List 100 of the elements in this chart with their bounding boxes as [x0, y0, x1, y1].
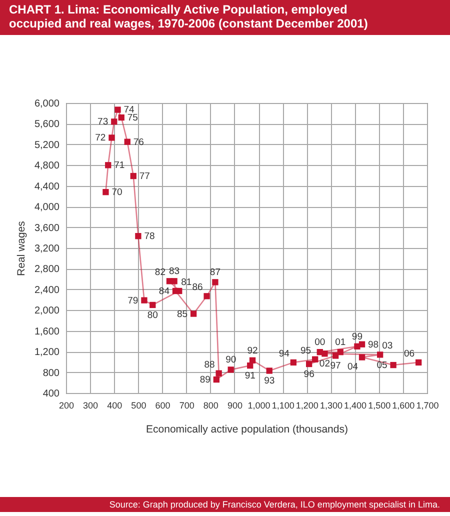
- y-tick-label: 2,000: [34, 306, 60, 317]
- x-tick-label: 1,100: [272, 400, 294, 410]
- y-tick-label: 4,000: [34, 202, 60, 214]
- point: [390, 362, 396, 368]
- point: [124, 138, 130, 145]
- y-tick-label: 2,400: [34, 284, 60, 296]
- point: [105, 162, 112, 168]
- annotation: 72: [95, 132, 106, 144]
- point: [415, 359, 422, 366]
- x-tick-label: 1,400: [344, 400, 367, 410]
- y-tick-label: 4,800: [34, 160, 60, 172]
- source-note: Source: Graph produced by Francisco Verdera, ILO employment specialist in Lima.: [109, 500, 440, 510]
- point: [118, 114, 124, 121]
- point: [337, 349, 344, 356]
- annotation: 93: [264, 376, 275, 387]
- y-tick-label: 4,400: [34, 181, 60, 192]
- point: [228, 366, 234, 373]
- annotation: 79: [128, 295, 138, 306]
- point: [249, 357, 256, 364]
- x-tick-label: 700: [179, 400, 194, 410]
- annotation: 01: [335, 337, 346, 348]
- annotation: 89: [200, 374, 210, 386]
- point: [111, 118, 118, 125]
- annotation: 98: [368, 339, 379, 350]
- y-tick-label: 3,600: [34, 222, 60, 234]
- point: [130, 172, 136, 180]
- point: [141, 297, 148, 304]
- point: [306, 360, 312, 368]
- annotation: 03: [382, 340, 393, 352]
- x-tick-label: 300: [83, 400, 98, 410]
- point: [150, 302, 156, 308]
- point: [332, 352, 339, 359]
- annotation: 87: [210, 267, 220, 278]
- annotation: 70: [112, 187, 122, 198]
- annotation: 99: [352, 331, 362, 342]
- x-tick-label: 1,500: [368, 400, 391, 410]
- point: [172, 288, 179, 294]
- annotation: 94: [278, 348, 290, 360]
- x-tick-label: 400: [107, 400, 122, 410]
- x-tick-label: 900: [227, 400, 242, 410]
- x-tick-label: 1,300: [320, 400, 342, 410]
- annotation: 85: [176, 308, 188, 320]
- point: [108, 134, 115, 141]
- x-axis-title: Economically active population (thousands): [146, 424, 348, 436]
- x-tick-label: 600: [155, 400, 170, 410]
- point: [114, 106, 121, 113]
- y-tick-label: 1,200: [34, 347, 60, 358]
- y-tick-label: 400: [42, 388, 60, 400]
- point: [290, 359, 297, 366]
- annotation: 73: [98, 116, 108, 128]
- y-tick-label: 3,200: [34, 244, 60, 254]
- point: [204, 293, 210, 300]
- x-tick-label: 500: [131, 400, 146, 410]
- x-tick-label: 1,600: [392, 400, 415, 410]
- annotation: 02: [319, 358, 330, 370]
- point: [266, 368, 272, 374]
- annotation: 80: [147, 310, 158, 321]
- point: [376, 352, 384, 358]
- point: [102, 188, 109, 196]
- point: [312, 356, 318, 362]
- point: [190, 310, 197, 317]
- x-tick-label: 1,200: [296, 400, 318, 410]
- annotation: 77: [139, 171, 150, 182]
- annotation: 05: [376, 360, 388, 372]
- annotation: 97: [330, 360, 341, 372]
- annotation: 81: [181, 276, 192, 288]
- y-tick-label: 1,600: [34, 326, 60, 338]
- annotation: 84: [158, 286, 170, 297]
- y-tick-label: 5,600: [34, 119, 60, 130]
- y-tick-label: 6,000: [34, 98, 60, 110]
- x-tick-label: 800: [203, 400, 218, 410]
- annotation: 91: [244, 370, 256, 382]
- point: [212, 279, 218, 286]
- annotation: 86: [192, 282, 203, 294]
- annotation: 78: [144, 231, 155, 242]
- point: [358, 354, 366, 360]
- annotation: 82: [154, 267, 166, 278]
- annotation: 83: [169, 266, 180, 278]
- annotation: 06: [404, 348, 415, 360]
- point: [135, 233, 142, 240]
- y-tick-label: 800: [42, 368, 60, 379]
- point: [216, 370, 222, 376]
- point: [322, 350, 328, 357]
- y-tick-label: 2,800: [34, 264, 60, 276]
- y-axis-title: Real wages: [15, 221, 28, 276]
- x-tick-label: 1,000: [248, 400, 270, 410]
- annotation: 75: [127, 112, 138, 124]
- annotation: 96: [304, 369, 314, 380]
- x-tick-label: 200: [58, 400, 74, 410]
- annotation: 90: [226, 354, 236, 366]
- y-tick-label: 5,200: [34, 140, 60, 151]
- annotation: 92: [247, 345, 258, 356]
- chart-title: CHART 1. Lima: Economically Active Population, employed occupied and real wages, 1970-2006 (constant December 2001): [9, 2, 368, 30]
- annotation: 88: [204, 359, 215, 370]
- x-tick-label: 1,700: [416, 400, 439, 410]
- point: [213, 376, 220, 383]
- point: [171, 278, 178, 284]
- annotation: 71: [114, 160, 125, 172]
- annotation: 00: [314, 337, 326, 348]
- point: [354, 343, 360, 350]
